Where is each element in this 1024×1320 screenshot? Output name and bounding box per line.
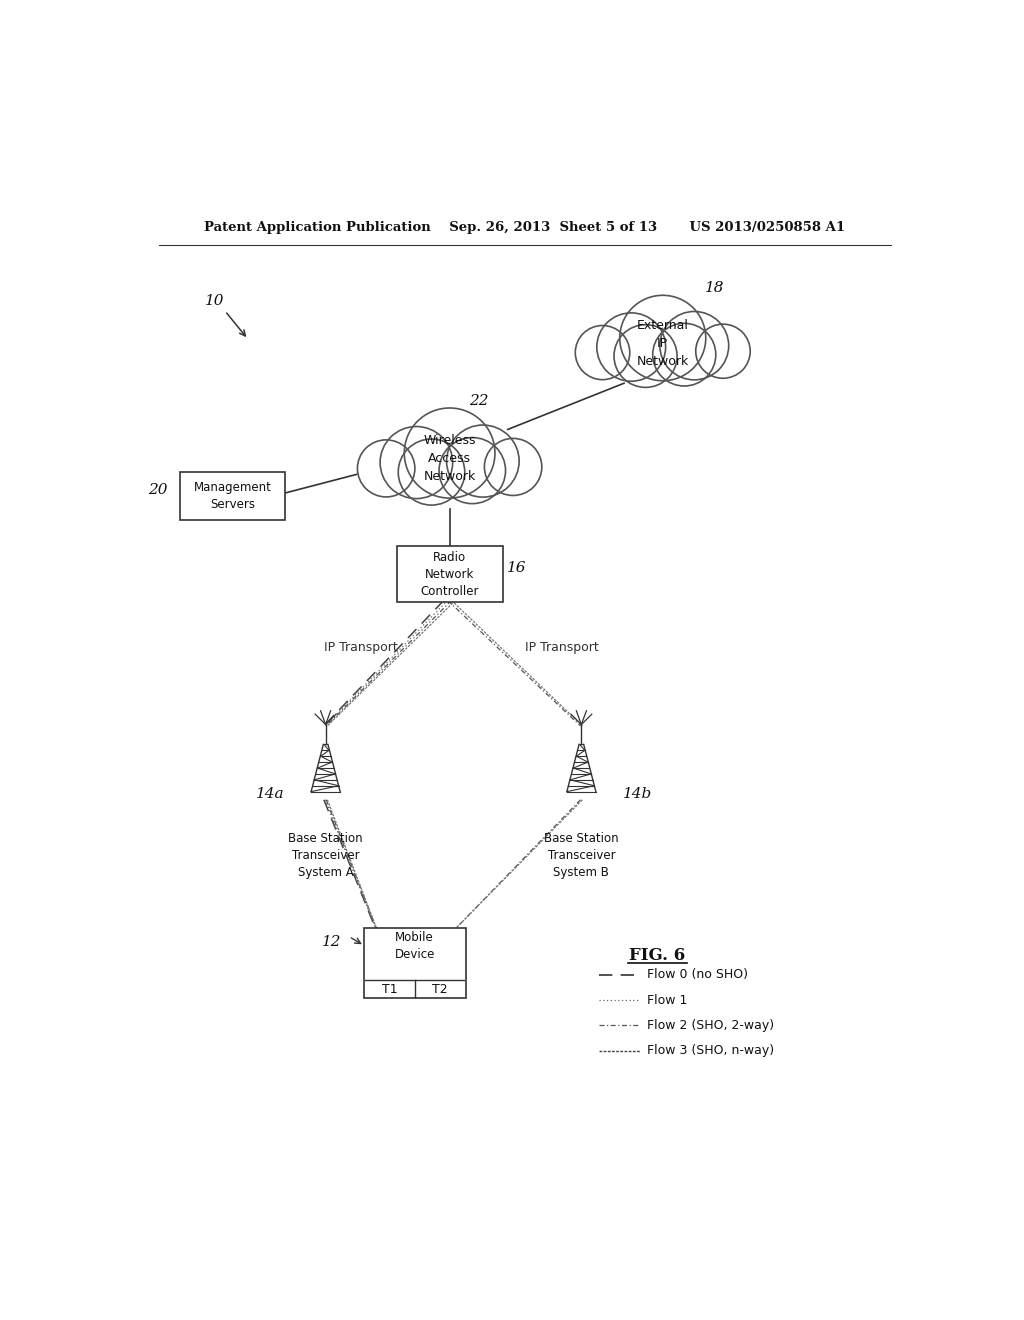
- Text: 14b: 14b: [623, 787, 651, 801]
- Text: 14a: 14a: [256, 787, 285, 801]
- Circle shape: [659, 312, 729, 380]
- Text: Flow 0 (no SHO): Flow 0 (no SHO): [647, 968, 749, 981]
- Circle shape: [446, 425, 519, 498]
- FancyBboxPatch shape: [180, 471, 286, 520]
- Text: T2: T2: [432, 982, 447, 995]
- Text: IP Transport: IP Transport: [525, 640, 599, 653]
- Circle shape: [695, 325, 751, 379]
- Text: 18: 18: [706, 281, 725, 294]
- FancyBboxPatch shape: [396, 546, 503, 602]
- Text: Management
Servers: Management Servers: [194, 480, 271, 511]
- Text: IP Transport: IP Transport: [324, 640, 397, 653]
- Text: Patent Application Publication    Sep. 26, 2013  Sheet 5 of 13       US 2013/025: Patent Application Publication Sep. 26, …: [204, 222, 846, 234]
- Circle shape: [614, 325, 677, 387]
- Text: External
IP
Network: External IP Network: [637, 318, 689, 368]
- Circle shape: [575, 326, 630, 380]
- Circle shape: [439, 437, 506, 504]
- Text: Wireless
Access
Network: Wireless Access Network: [423, 434, 476, 483]
- Text: Base Station
Transceiver
System A: Base Station Transceiver System A: [289, 832, 362, 879]
- Text: 16: 16: [507, 561, 527, 576]
- Text: Flow 3 (SHO, n-way): Flow 3 (SHO, n-way): [647, 1044, 774, 1057]
- Text: Radio
Network
Controller: Radio Network Controller: [421, 550, 479, 598]
- Circle shape: [398, 440, 465, 506]
- Text: Mobile
Device: Mobile Device: [394, 931, 435, 961]
- Circle shape: [404, 408, 495, 498]
- Circle shape: [380, 426, 453, 499]
- Text: T1: T1: [382, 982, 397, 995]
- Text: 22: 22: [469, 393, 488, 408]
- Text: Flow 1: Flow 1: [647, 994, 688, 1007]
- Circle shape: [620, 296, 706, 380]
- Circle shape: [652, 323, 716, 385]
- FancyBboxPatch shape: [364, 928, 466, 998]
- Text: 10: 10: [205, 294, 224, 308]
- Text: 20: 20: [148, 483, 168, 496]
- Text: FIG. 6: FIG. 6: [629, 946, 685, 964]
- Text: Flow 2 (SHO, 2-way): Flow 2 (SHO, 2-way): [647, 1019, 774, 1032]
- Text: 12: 12: [322, 935, 341, 949]
- Circle shape: [484, 438, 542, 495]
- Circle shape: [597, 313, 666, 381]
- Circle shape: [357, 440, 415, 496]
- Text: Base Station
Transceiver
System B: Base Station Transceiver System B: [544, 832, 618, 879]
